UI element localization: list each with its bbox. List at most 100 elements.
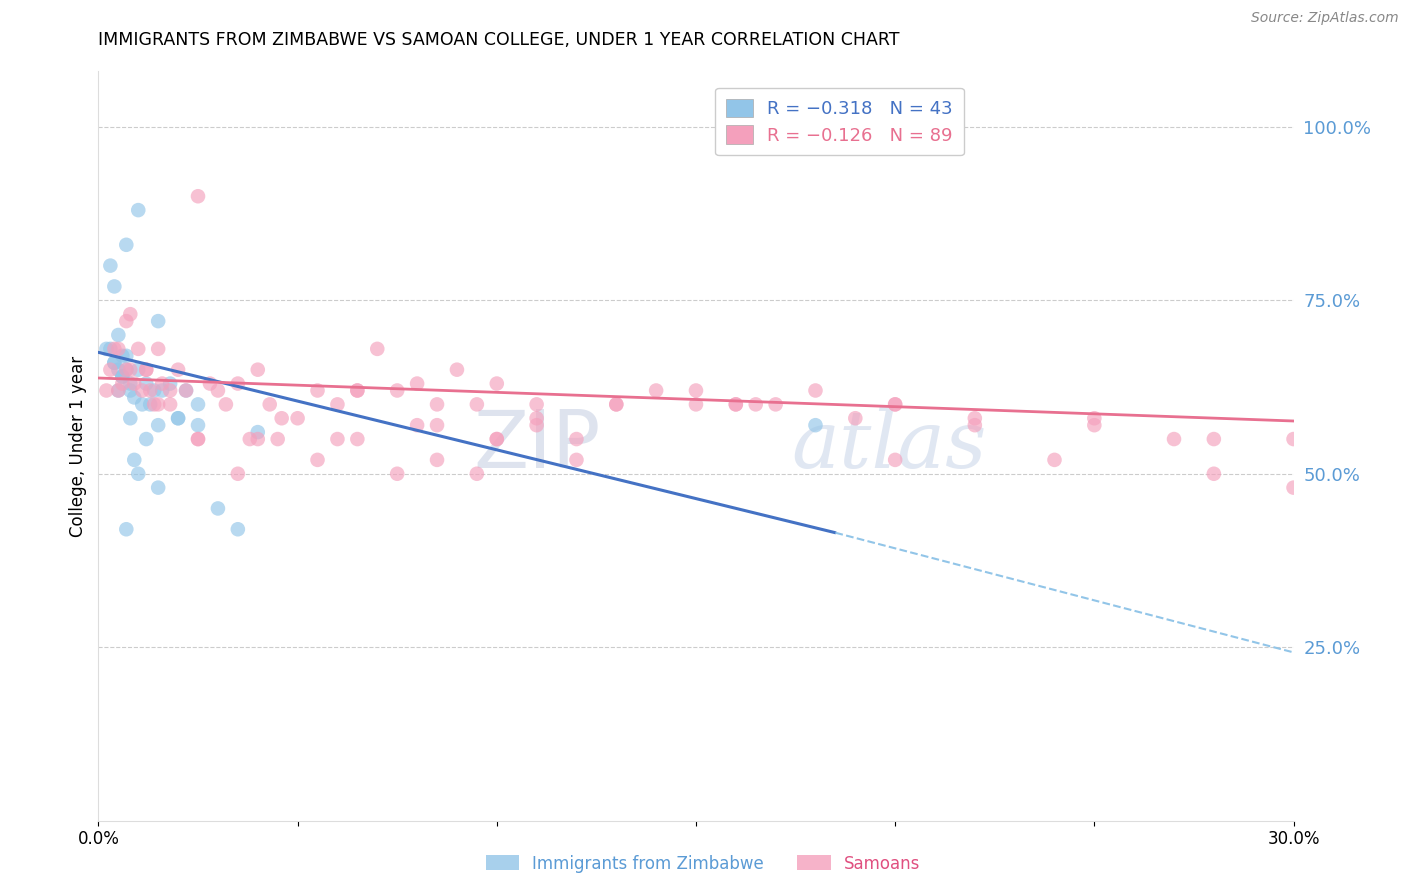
Point [107, 384, 129, 398]
Point [131, 397, 153, 411]
Point [96, 342, 118, 356]
Point [1282, 481, 1305, 495]
Point [120, 384, 142, 398]
Point [246, 362, 269, 376]
Point [159, 397, 181, 411]
Point [485, 432, 508, 446]
Point [127, 203, 149, 218]
Point [226, 467, 249, 481]
Point [1282, 432, 1305, 446]
Point [148, 418, 170, 433]
Point [120, 362, 142, 376]
Point [267, 432, 290, 446]
Point [198, 376, 221, 391]
Point [111, 349, 134, 363]
Point [465, 467, 488, 481]
Point [884, 397, 907, 411]
Point [1163, 432, 1185, 446]
Text: Source: ZipAtlas.com: Source: ZipAtlas.com [1251, 11, 1399, 25]
Point [446, 362, 468, 376]
Point [135, 376, 157, 391]
Point [645, 384, 668, 398]
Point [385, 467, 409, 481]
Point [187, 432, 209, 446]
Point [187, 397, 209, 411]
Point [1043, 453, 1066, 467]
Point [685, 397, 707, 411]
Point [135, 432, 157, 446]
Point [1083, 411, 1105, 425]
Point [406, 418, 429, 433]
Text: atlas: atlas [792, 408, 987, 484]
Point [406, 376, 429, 391]
Point [167, 411, 190, 425]
Point [150, 384, 173, 398]
Point [120, 411, 142, 425]
Point [963, 418, 986, 433]
Point [131, 384, 153, 398]
Point [685, 384, 707, 398]
Point [844, 411, 866, 425]
Point [526, 397, 548, 411]
Point [103, 356, 125, 370]
Point [159, 384, 181, 398]
Point [115, 522, 138, 536]
Point [326, 432, 349, 446]
Point [135, 362, 157, 376]
Point [139, 397, 162, 411]
Legend: R = −0.318   N = 43, R = −0.126   N = 89: R = −0.318 N = 43, R = −0.126 N = 89 [716, 88, 963, 155]
Point [148, 397, 170, 411]
Point [111, 376, 134, 391]
Point [526, 411, 548, 425]
Point [605, 397, 627, 411]
Point [159, 376, 181, 391]
Point [963, 411, 986, 425]
Point [115, 314, 138, 328]
Point [485, 432, 508, 446]
Point [107, 328, 129, 343]
Point [565, 453, 588, 467]
Point [884, 397, 907, 411]
Point [1202, 432, 1225, 446]
Point [215, 397, 238, 411]
Point [804, 418, 827, 433]
Point [167, 411, 190, 425]
Point [1202, 467, 1225, 481]
Point [135, 362, 157, 376]
Point [124, 376, 146, 391]
Point [124, 453, 146, 467]
Point [148, 342, 170, 356]
Point [207, 384, 229, 398]
Point [259, 397, 281, 411]
Point [307, 453, 329, 467]
Point [426, 453, 449, 467]
Point [605, 397, 627, 411]
Point [385, 384, 409, 398]
Point [485, 376, 508, 391]
Point [148, 314, 170, 328]
Point [346, 384, 368, 398]
Point [207, 501, 229, 516]
Point [124, 391, 146, 405]
Point [724, 397, 747, 411]
Point [127, 342, 149, 356]
Point [187, 189, 209, 203]
Point [174, 384, 197, 398]
Point [226, 376, 249, 391]
Point [307, 384, 329, 398]
Text: ZIP: ZIP [472, 407, 600, 485]
Point [270, 411, 292, 425]
Point [187, 432, 209, 446]
Point [115, 362, 138, 376]
Point [724, 397, 747, 411]
Point [287, 411, 309, 425]
Point [246, 432, 269, 446]
Point [139, 384, 162, 398]
Point [143, 397, 166, 411]
Point [103, 279, 125, 293]
Point [127, 362, 149, 376]
Point [426, 418, 449, 433]
Point [143, 384, 166, 398]
Point [96, 384, 118, 398]
Point [366, 342, 388, 356]
